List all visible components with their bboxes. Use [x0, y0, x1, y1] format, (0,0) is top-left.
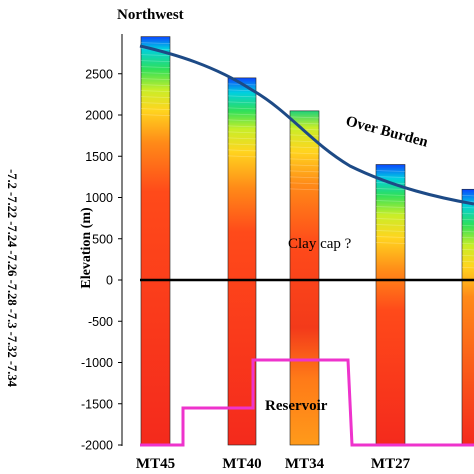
- well-contour-stripe: [375, 170, 406, 172]
- well-contour-stripe: [140, 84, 171, 87]
- well-contour-stripe: [289, 170, 320, 173]
- well-contour-stripe: [461, 194, 474, 197]
- well-contour-stripe: [289, 116, 320, 119]
- reservoir-boundary-line: [140, 358, 474, 447]
- well-contour-stripe: [289, 140, 320, 143]
- well-column: [227, 77, 257, 446]
- well-contour-stripe: [461, 254, 474, 257]
- overburden-curve: [139, 44, 474, 206]
- colorbar-label: -7.22: [5, 189, 19, 218]
- reservoir-label: Reservoir: [265, 398, 328, 414]
- well-contour-stripe: [375, 236, 406, 238]
- y-tick-label: 500: [92, 232, 113, 246]
- well-contour-stripe: [227, 143, 257, 146]
- well-contour-stripe: [461, 236, 474, 239]
- well-contour-stripe: [461, 248, 474, 251]
- well-column: [140, 36, 171, 446]
- well-contour-stripe: [227, 137, 257, 140]
- well-contour-stripe: [461, 260, 474, 263]
- well-contour-stripe: [140, 96, 171, 99]
- well-contour-stripe: [461, 218, 474, 221]
- well-contour-stripe: [140, 42, 171, 45]
- well-contour-stripe: [227, 149, 257, 152]
- well-contour-stripe: [289, 152, 320, 155]
- well-contour-stripe: [227, 119, 257, 122]
- well-contour-stripe: [227, 95, 257, 98]
- y-tick-label: 1000: [85, 191, 113, 205]
- colorbar-label: -7.2: [5, 169, 19, 189]
- well-contour-stripe: [289, 182, 320, 185]
- well-contour-stripe: [375, 194, 406, 196]
- y-tick-label: 0: [106, 274, 113, 288]
- colorbar-label: -7.32: [5, 329, 19, 358]
- colorbar-label: -7.28: [5, 276, 19, 305]
- y-tick-label: -500: [88, 315, 113, 329]
- y-tick-label: 2000: [85, 109, 113, 123]
- well-contour-stripe: [289, 158, 320, 161]
- y-axis-ticks: 2500 2000 1500 1000 500 0 -500 -1000 -1500 -2000: [81, 67, 122, 453]
- y-axis: 25002000150010005000-500-1000-1500-2000 …: [79, 34, 123, 453]
- well-contour-stripe: [461, 206, 474, 209]
- well-contour-stripe: [140, 72, 171, 75]
- well-label: MT45: [136, 456, 175, 472]
- well-column: [375, 164, 406, 446]
- well-contour-stripe: [227, 131, 257, 134]
- clay-cap-label: Clay cap ?: [288, 236, 352, 252]
- well-contour-stripe: [375, 212, 406, 214]
- well-contour-stripe: [461, 230, 474, 233]
- well-contour-stripe: [375, 224, 406, 226]
- colorbar-label: -7.26: [5, 247, 19, 276]
- y-tick-label: -2000: [81, 439, 113, 453]
- well-contour-stripe: [375, 176, 406, 178]
- colorbar-label: -7.24: [5, 218, 19, 248]
- y-tick-label: -1000: [81, 356, 113, 370]
- well-contour-stripe: [140, 114, 171, 117]
- well-contour-stripe: [375, 242, 406, 244]
- well-contour-stripe: [375, 200, 406, 202]
- y-tick-label: -1500: [81, 397, 113, 411]
- colorbar-label: -7.3: [5, 306, 19, 329]
- well-contour-stripe: [461, 242, 474, 245]
- well-label: MT27: [371, 456, 411, 472]
- well-contour-stripe: [227, 155, 257, 158]
- y-tick-label: 1500: [85, 150, 113, 164]
- well-contour-stripe: [289, 176, 320, 179]
- well-columns: [140, 36, 474, 446]
- well-contour-stripe: [461, 266, 474, 269]
- well-contour-stripe: [140, 54, 171, 57]
- well-label: MT40: [222, 456, 261, 472]
- well-contour-stripe: [289, 134, 320, 137]
- well-contour-stripe: [461, 224, 474, 227]
- over-burden-label: Over Burden: [344, 113, 430, 150]
- well-contour-stripe: [289, 164, 320, 167]
- well-contour-stripe: [227, 125, 257, 128]
- well-contour-stripe: [289, 146, 320, 149]
- y-axis-label: Elevation (m): [79, 207, 94, 289]
- well-contour-stripe: [140, 78, 171, 81]
- colorbar-label: -7.34: [5, 358, 19, 388]
- well-contour-stripe: [375, 230, 406, 232]
- well-contour-stripe: [227, 101, 257, 104]
- well-contour-stripe: [140, 90, 171, 93]
- well-column: [461, 188, 474, 446]
- well-contour-stripe: [375, 218, 406, 220]
- well-contour-stripe: [461, 212, 474, 215]
- well-contour-stripe: [140, 60, 171, 63]
- y-tick-label: 2500: [85, 67, 113, 81]
- well-label: MT34: [285, 456, 325, 472]
- colorbar-labels: -7.2 -7.22 -7.24 -7.26 -7.28 -7.3 -7.32 …: [5, 169, 19, 387]
- well-contour-stripe: [289, 188, 320, 191]
- well-contour-stripe: [140, 102, 171, 105]
- well-labels: MT45 MT40 MT34 MT27: [136, 456, 411, 472]
- well-contour-stripe: [227, 113, 257, 116]
- figure-title: Northwest: [117, 7, 184, 23]
- well-contour-stripe: [375, 188, 406, 190]
- well-contour-stripe: [140, 108, 171, 111]
- well-contour-stripe: [227, 107, 257, 110]
- well-contour-stripe: [375, 206, 406, 208]
- well-column: [289, 110, 320, 446]
- well-contour-stripe: [140, 66, 171, 69]
